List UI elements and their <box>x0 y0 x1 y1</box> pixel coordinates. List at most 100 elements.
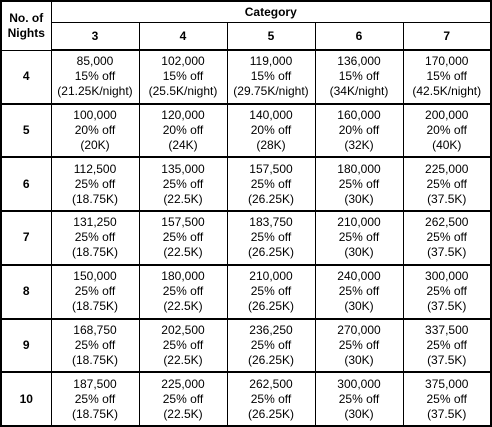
nights-cell: 4 <box>0 49 52 105</box>
per-night-value: (40K) <box>432 138 462 153</box>
table-row: 7 131,250 25% off (18.75K) 157,500 25% off(… <box>0 210 492 266</box>
nights-column-header: No. of Nights <box>0 0 52 51</box>
price-cell: 187,500 25% off (18.75K) <box>50 371 140 427</box>
discount-label: 15% off <box>426 69 467 84</box>
category-column-header: 6 <box>314 22 404 51</box>
per-night-value: (25.5K/night) <box>148 84 218 99</box>
per-night-value: (37.5K) <box>427 406 467 421</box>
per-night-value: (20K) <box>80 138 110 153</box>
category-column-header: 7 <box>402 22 492 51</box>
price-value: 300,000 <box>337 376 381 391</box>
per-night-value: (22.5K) <box>163 406 203 421</box>
price-cell: 225,000 25% off (37.5K) <box>402 156 492 213</box>
price-value: 120,000 <box>161 108 205 123</box>
category-column-header: 3 <box>50 22 140 51</box>
price-cell: 210,000 25% off (30K) <box>314 210 404 266</box>
discount-label: 20% off <box>338 123 380 138</box>
per-night-value: (28K) <box>256 138 286 153</box>
per-night-value: (22.5K) <box>163 299 203 314</box>
discount-label: 25% off <box>338 176 380 191</box>
per-night-value: (30K) <box>344 299 374 314</box>
table-body: 4 85,000 15% off (21.25K/night) 102,000 15%… <box>0 49 492 427</box>
per-night-value: (30K) <box>344 191 374 206</box>
price-cell: 135,000 25% off (22.5K) <box>138 156 228 213</box>
discount-label: 25% off <box>250 230 292 245</box>
discount-label: 15% off <box>338 69 380 84</box>
per-night-value: (22.5K) <box>163 191 203 206</box>
price-value: 187,500 <box>73 376 117 391</box>
discount-label: 25% off <box>426 230 467 245</box>
discount-label: 25% off <box>74 284 116 299</box>
price-value: 168,750 <box>73 322 117 337</box>
price-cell: 236,250 25% off (26.25K) <box>226 318 316 374</box>
price-cell: 168,750 25% off (18.75K) <box>50 318 140 374</box>
per-night-value: (42.5K/night) <box>412 84 482 99</box>
price-cell: 200,000 20% off (40K) <box>402 103 492 159</box>
discount-label: 25% off <box>338 337 380 352</box>
price-value: 112,500 <box>73 161 117 176</box>
discount-label: 25% off <box>426 391 467 406</box>
per-night-value: (18.75K) <box>71 191 119 206</box>
discount-label: 25% off <box>338 230 380 245</box>
price-cell: 337,500 25% off (37.5K) <box>402 318 492 374</box>
nights-cell: 6 <box>0 156 52 213</box>
price-value: 300,000 <box>425 269 469 284</box>
discount-label: 25% off <box>162 176 204 191</box>
discount-label: 25% off <box>74 391 116 406</box>
per-night-value: (26.25K) <box>247 191 295 206</box>
price-cell: 119,000 15% off (29.75K/night) <box>226 49 316 105</box>
price-value: 210,000 <box>337 215 381 230</box>
per-night-value: (22.5K) <box>163 245 203 260</box>
table-row: 4 85,000 15% off (21.25K/night) 102,000 15%… <box>0 49 492 105</box>
per-night-value: (24K) <box>168 138 198 153</box>
discount-label: 25% off <box>162 337 204 352</box>
discount-label: 20% off <box>74 123 116 138</box>
per-night-value: (30K) <box>344 352 374 367</box>
price-value: 200,000 <box>425 108 469 123</box>
price-value: 157,500 <box>249 161 293 176</box>
per-night-value: (37.5K) <box>427 245 467 260</box>
price-cell: 157,500 25% off (26.25K) <box>226 156 316 213</box>
nights-cell: 5 <box>0 103 52 159</box>
per-night-value: (30K) <box>344 406 374 421</box>
price-cell: 100,000 20% off (20K) <box>50 103 140 159</box>
price-cell: 112,500 25% off (18.75K) <box>50 156 140 213</box>
per-night-value: (26.25K) <box>247 299 295 314</box>
price-value: 225,000 <box>425 161 469 176</box>
per-night-value: (32K) <box>344 138 374 153</box>
per-night-value: (37.5K) <box>427 352 467 367</box>
price-value: 375,000 <box>425 376 469 391</box>
price-value: 225,000 <box>161 376 205 391</box>
discount-label: 25% off <box>162 284 204 299</box>
discount-label: 25% off <box>338 284 380 299</box>
per-night-value: (37.5K) <box>427 191 467 206</box>
discount-label: 25% off <box>74 337 116 352</box>
price-value: 270,000 <box>337 322 381 337</box>
discount-label: 25% off <box>250 337 292 352</box>
price-value: 337,500 <box>425 322 469 337</box>
per-night-value: (21.25K/night) <box>57 84 133 99</box>
price-value: 119,000 <box>249 54 293 69</box>
price-value: 236,250 <box>249 322 293 337</box>
discount-label: 15% off <box>250 69 292 84</box>
price-cell: 202,500 25% off (22.5K) <box>138 318 228 374</box>
price-value: 170,000 <box>425 54 469 69</box>
per-night-value: (22.5K) <box>163 352 203 367</box>
discount-label: 25% off <box>74 230 116 245</box>
discount-label: 20% off <box>250 123 292 138</box>
price-cell: 300,000 25% off (37.5K) <box>402 264 492 320</box>
price-value: 262,500 <box>425 215 469 230</box>
price-cell: 240,000 25% off (30K) <box>314 264 404 320</box>
price-cell: 270,000 25% off (30K) <box>314 318 404 374</box>
price-value: 135,000 <box>161 161 205 176</box>
price-cell: 131,250 25% off (18.75K) <box>50 210 140 266</box>
price-value: 150,000 <box>73 269 117 284</box>
discount-label: 25% off <box>426 176 467 191</box>
price-value: 85,000 <box>76 54 114 69</box>
per-night-value: (26.25K) <box>247 245 295 260</box>
per-night-value: (29.75K/night) <box>233 84 309 99</box>
price-value: 157,500 <box>161 215 205 230</box>
discount-label: 25% off <box>162 391 204 406</box>
discount-label: 20% off <box>162 123 204 138</box>
